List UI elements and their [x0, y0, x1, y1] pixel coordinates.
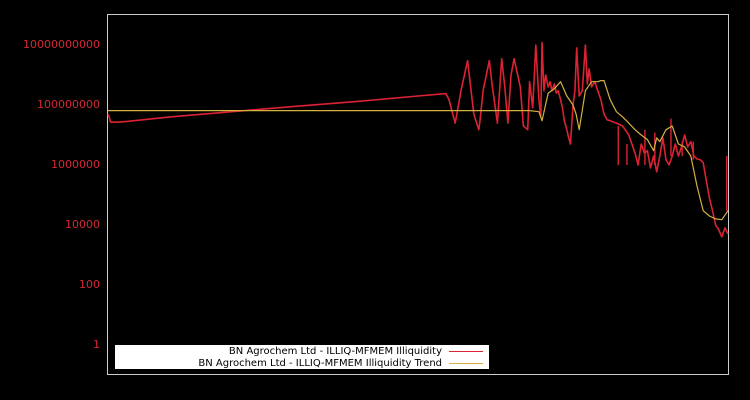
y-tick-label: 1000000: [51, 158, 100, 171]
legend-swatch-gold-line-icon: [449, 362, 483, 364]
legend-item-illiquidity: BN Agrochem Ltd - ILLIQ-MFMEM Illiquidit…: [229, 345, 483, 357]
y-tick-label: 10000000000: [23, 38, 100, 51]
legend-swatch-red-line-icon: [449, 350, 483, 352]
y-tick-label: 100: [79, 278, 100, 291]
legend-label: BN Agrochem Ltd - ILLIQ-MFMEM Illiquidit…: [228, 345, 442, 357]
legend-label: BN Agrochem Ltd - ILLIQ-MFMEM Illiquidit…: [198, 357, 442, 369]
chart-legend: BN Agrochem Ltd - ILLIQ-MFMEM Illiquidit…: [115, 345, 489, 369]
illiquidity-trend-line: [108, 79, 729, 221]
illiquidity-line: [107, 41, 729, 238]
plot-frame: [107, 14, 729, 375]
y-tick-label: 100000000: [37, 98, 100, 111]
legend-item-trend: BN Agrochem Ltd - ILLIQ-MFMEM Illiquidit…: [198, 357, 483, 369]
y-tick-label: 1: [93, 338, 100, 351]
series-layer: [107, 41, 729, 238]
y-tick-label: 10000: [65, 218, 100, 231]
